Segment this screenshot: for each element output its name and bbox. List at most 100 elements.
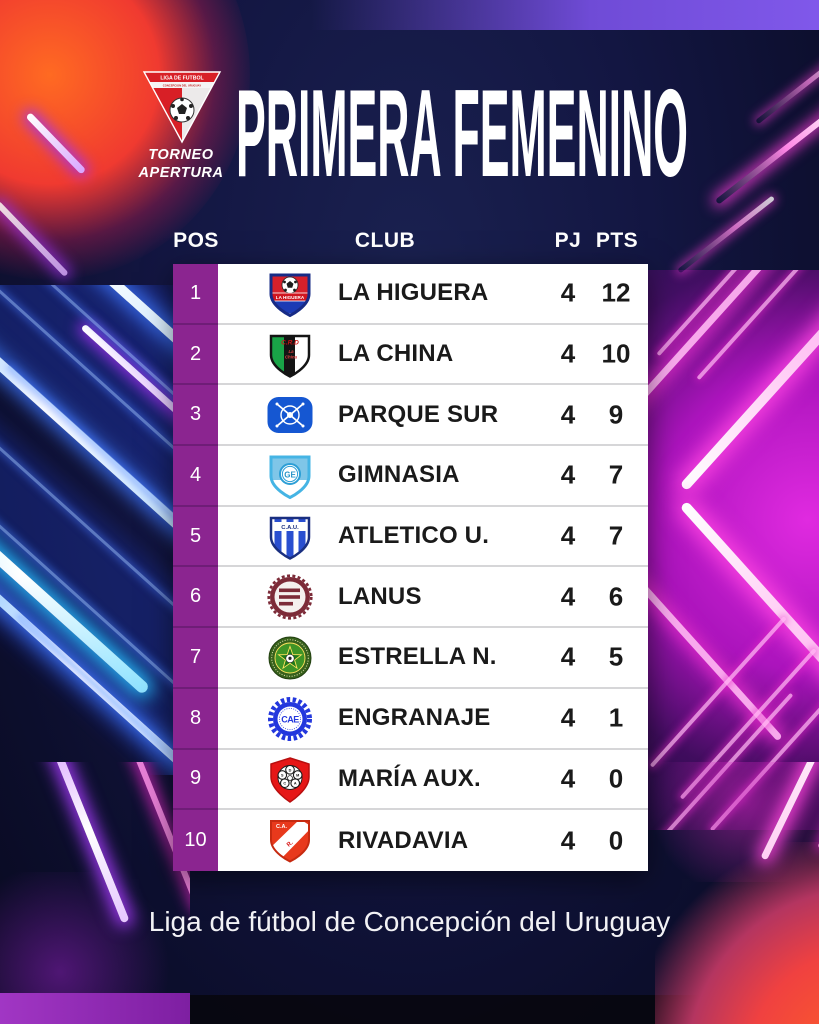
pts-value: 0 xyxy=(608,763,624,794)
pj-value: 4 xyxy=(560,277,576,308)
table-row: 9 D S M C A xyxy=(173,749,648,811)
title-banner: PRIMERA FEMENINO xyxy=(236,84,688,188)
background-blue-neon-left xyxy=(0,285,175,775)
position-value: 6 xyxy=(189,585,202,608)
club-cell: GE GIMNASIA 4 7 xyxy=(218,446,648,507)
tournament-line1: TORNEO xyxy=(148,147,214,163)
pts-value: 7 xyxy=(608,520,624,551)
club-cell: D S M C A MARÍA AUX. 4 0 xyxy=(218,749,648,811)
position-value: 2 xyxy=(189,342,202,365)
position-cell: 1 xyxy=(173,264,218,325)
svg-text:S: S xyxy=(281,773,284,777)
atletico-u-badge-icon: C.A.U. xyxy=(264,511,316,563)
maria-aux-badge-icon: D S M C A xyxy=(264,754,316,806)
position-cell: 9 xyxy=(173,749,218,811)
table-row: 10 C.A. R. RIVADAVIA xyxy=(173,810,648,871)
position-cell: 5 xyxy=(173,506,218,568)
position-value: 5 xyxy=(189,524,202,547)
club-cell: LANUS 4 6 xyxy=(218,567,648,629)
position-value: 8 xyxy=(189,706,202,729)
position-value: 10 xyxy=(184,829,207,852)
club-name: GIMNASIA xyxy=(338,461,460,489)
position-cell: 6 xyxy=(173,567,218,629)
tournament-label: TORNEO APERTURA xyxy=(100,146,262,182)
svg-text:GE: GE xyxy=(284,470,296,479)
pts-value: 10 xyxy=(601,338,631,369)
pts-value: 0 xyxy=(608,825,624,856)
svg-text:R.: R. xyxy=(286,840,295,849)
column-header-pos: POS xyxy=(173,229,219,252)
page-title: PRIMERA FEMENINO xyxy=(236,84,688,188)
club-cell: CAE ENGRANAJE 4 1 xyxy=(218,688,648,750)
position-value: 1 xyxy=(189,281,202,304)
pts-value: 12 xyxy=(601,277,631,308)
svg-text:C: C xyxy=(283,781,286,785)
standings-table: 1 LA HIGUERA xyxy=(173,264,648,871)
table-row: 8 CAE ENGRANAJE 4 1 xyxy=(173,688,648,750)
gimnasia-badge-icon: GE xyxy=(264,450,316,502)
svg-text:A: A xyxy=(294,781,297,785)
svg-text:C.A.: C.A. xyxy=(276,824,287,830)
club-cell: C.A.U. ATLETICO U. 4 7 xyxy=(218,506,648,568)
position-value: 7 xyxy=(189,645,202,668)
club-cell: ESTRELLA N. 4 5 xyxy=(218,628,648,689)
estrella-n-badge-icon xyxy=(264,632,316,684)
position-value: 4 xyxy=(189,463,202,486)
svg-text:LIGA DE FUTBOL: LIGA DE FUTBOL xyxy=(160,76,204,82)
club-name: ENGRANAJE xyxy=(338,704,491,732)
pts-value: 9 xyxy=(608,399,624,430)
engranaje-badge-icon: CAE xyxy=(264,693,316,745)
position-value: 3 xyxy=(189,403,202,426)
pts-value: 7 xyxy=(608,459,624,490)
table-row: 6 LANUS 4 6 xyxy=(173,567,648,629)
svg-text:China: China xyxy=(285,354,298,359)
pj-value: 4 xyxy=(560,763,576,794)
rivadavia-badge-icon: C.A. R. xyxy=(264,814,316,866)
position-cell: 8 xyxy=(173,688,218,750)
la-china-badge-icon: C.R.D La China xyxy=(264,329,316,381)
pj-value: 4 xyxy=(560,459,576,490)
club-name: PARQUE SUR xyxy=(338,400,499,428)
pj-value: 4 xyxy=(560,338,576,369)
svg-text:D: D xyxy=(289,768,292,772)
pj-value: 4 xyxy=(560,825,576,856)
pj-value: 4 xyxy=(560,581,576,612)
pj-value: 4 xyxy=(560,520,576,551)
svg-text:CAE: CAE xyxy=(281,714,299,724)
footer-caption: Liga de fútbol de Concepción del Uruguay xyxy=(148,906,671,937)
background-neon-bottom-right xyxy=(615,762,819,1024)
league-pennant-icon: LIGA DE FUTBOL CONCEPCION DEL URUGUAY xyxy=(142,71,222,144)
svg-text:C.R.D: C.R.D xyxy=(281,339,299,346)
pts-value: 6 xyxy=(608,581,624,612)
column-header-pts: PTS xyxy=(595,229,639,252)
club-name: MARÍA AUX. xyxy=(338,764,481,792)
table-row: 3 PARQUE SUR 4 9 xyxy=(173,385,648,447)
table-row: 7 ESTRELLA N. 4 5 xyxy=(173,628,648,689)
table-row: 1 LA HIGUERA xyxy=(173,264,648,325)
background-neon-bottom-left xyxy=(0,762,190,1024)
table-row: 4 GE GIMNASIA xyxy=(173,446,648,507)
svg-text:CONCEPCION DEL URUGUAY: CONCEPCION DEL URUGUAY xyxy=(163,83,202,87)
la-higuera-badge-icon: LA HIGUERA xyxy=(264,268,316,320)
neon-wash xyxy=(648,270,819,830)
parque-sur-badge-icon xyxy=(264,389,316,441)
column-header-club: CLUB xyxy=(354,229,416,252)
club-name: RIVADAVIA xyxy=(338,826,469,854)
pts-value: 1 xyxy=(608,702,624,733)
league-logo: LIGA DE FUTBOL CONCEPCION DEL URUGUAY xyxy=(142,70,222,144)
column-header-pj: PJ xyxy=(554,229,582,252)
svg-text:C.A.U.: C.A.U. xyxy=(281,525,299,531)
club-name: ATLETICO U. xyxy=(338,522,490,550)
orange-corner-glow xyxy=(655,842,819,1024)
svg-text:M: M xyxy=(296,773,299,777)
tournament-line2: APERTURA xyxy=(138,165,224,182)
club-name: LA CHINA xyxy=(338,340,454,368)
club-name: ESTRELLA N. xyxy=(338,643,497,671)
club-cell: C.A. R. RIVADAVIA 4 0 xyxy=(218,810,648,871)
pj-value: 4 xyxy=(560,702,576,733)
background-pink-neon-right xyxy=(648,270,819,830)
position-cell: 2 xyxy=(173,324,218,386)
position-value: 9 xyxy=(189,767,202,790)
background-top-violet-band xyxy=(311,0,819,30)
